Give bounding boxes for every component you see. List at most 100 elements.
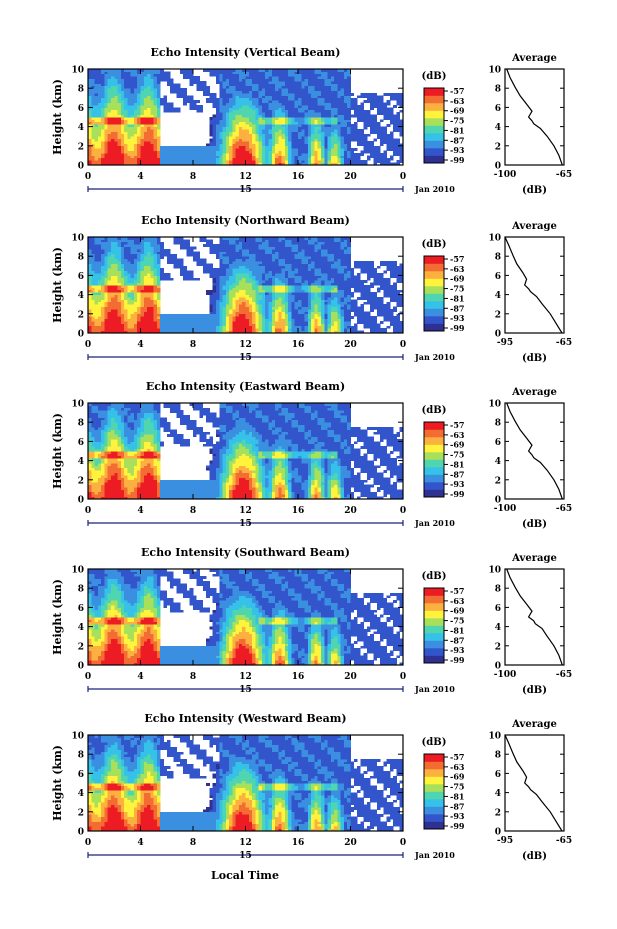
heatmap-cell [110, 306, 115, 310]
heatmap-cell [120, 90, 125, 94]
heatmap-cell [114, 265, 118, 269]
heatmap-cell [235, 280, 240, 283]
heatmap-cell [219, 321, 223, 324]
heatmap-cell [199, 328, 204, 331]
heatmap-cell [215, 76, 220, 79]
heatmap-cell [284, 114, 289, 118]
heatmap-cell [301, 141, 305, 144]
heatmap-cell [258, 78, 263, 82]
heatmap-cell [370, 100, 374, 103]
heatmap-cell [255, 258, 260, 262]
heatmap-cell [156, 289, 161, 293]
heatmap-cell [183, 155, 187, 159]
heatmap-cell [97, 141, 102, 144]
heatmap-cell [163, 145, 168, 149]
heatmap-cell [380, 126, 384, 130]
heatmap-cell [229, 316, 233, 319]
heatmap-cell [288, 131, 292, 135]
heatmap-cell [120, 100, 125, 103]
heatmap-cell [245, 318, 250, 322]
heatmap-cell [301, 81, 305, 84]
heatmap-cell [317, 69, 322, 72]
heatmap-cell [248, 107, 253, 111]
heatmap-cell [101, 273, 105, 276]
heatmap-cell [242, 253, 246, 257]
heatmap-cell [170, 81, 174, 84]
heatmap-cell [225, 162, 230, 166]
heatmap-cell [183, 150, 187, 154]
heatmap-cell [97, 241, 102, 245]
heatmap-cell [140, 162, 145, 166]
heatmap-cell [252, 273, 256, 276]
heatmap-cell [252, 109, 256, 113]
heatmap-cell [140, 95, 145, 99]
heatmap-cell [347, 88, 351, 91]
heatmap-cell [88, 143, 92, 147]
heatmap-cell [150, 97, 155, 101]
heatmap-cell [324, 78, 328, 82]
heatmap-cell [380, 157, 384, 161]
heatmap-cell [147, 294, 151, 298]
heatmap-cell [153, 325, 158, 329]
heatmap-cell [330, 93, 335, 96]
heatmap-cell [94, 249, 99, 252]
heatmap-cell [202, 313, 207, 317]
heatmap-cell [150, 90, 155, 94]
heatmap-cell [278, 145, 282, 149]
heatmap-cell [281, 93, 286, 96]
heatmap-cell [120, 273, 125, 276]
heatmap-cell [101, 90, 105, 94]
heatmap-cell [140, 285, 145, 288]
heatmap-cell [314, 117, 319, 120]
heatmap-cell [209, 297, 214, 300]
heatmap-cell [307, 97, 312, 101]
heatmap-cell [117, 330, 122, 334]
heatmap-cell [206, 97, 210, 101]
heatmap-cell [150, 145, 155, 149]
heatmap-cell [130, 239, 135, 243]
heatmap-cell [235, 316, 240, 319]
heatmap-cell [288, 148, 292, 151]
heatmap-cell [376, 102, 381, 106]
heatmap-cell [242, 282, 246, 286]
heatmap-cell [88, 73, 92, 77]
heatmap-cell [255, 90, 260, 94]
heatmap-cell [114, 107, 118, 111]
heatmap-cell [314, 112, 319, 115]
heatmap-cell [215, 109, 220, 113]
heatmap-cell [117, 85, 122, 89]
heatmap-cell [212, 141, 217, 144]
heatmap-cell [120, 328, 125, 331]
heatmap-cell [284, 69, 289, 72]
heatmap-cell [166, 321, 171, 324]
heatmap-cell [127, 145, 132, 149]
heatmap-cell [209, 306, 214, 310]
heatmap-cell [117, 150, 122, 154]
heatmap-cell [140, 143, 145, 147]
heatmap-cell [114, 155, 118, 159]
heatmap-cell [179, 318, 184, 322]
heatmap-cell [150, 270, 155, 274]
heatmap-cell [248, 160, 253, 163]
heatmap-cell [101, 148, 105, 151]
heatmap-cell [215, 129, 220, 132]
heatmap-cell [137, 270, 141, 274]
heatmap-cell [232, 292, 237, 295]
heatmap-cell [301, 85, 305, 89]
heatmap-cell [288, 93, 292, 96]
heatmap-cell [147, 90, 151, 94]
heatmap-cell [183, 321, 187, 324]
heatmap-cell [107, 105, 112, 108]
heatmap-cell [137, 73, 141, 77]
heatmap-cell [137, 71, 141, 75]
colorbar-tick-label: -87 [450, 135, 464, 145]
heatmap-cell [209, 93, 214, 96]
heatmap-cell [219, 265, 223, 269]
heatmap-cell [229, 124, 233, 127]
heatmap-cell [130, 263, 135, 267]
heatmap-cell [147, 117, 151, 120]
heatmap-cell [189, 153, 194, 156]
heatmap-cell [314, 109, 319, 113]
heatmap-cell [120, 275, 125, 279]
heatmap-cell [238, 160, 243, 163]
